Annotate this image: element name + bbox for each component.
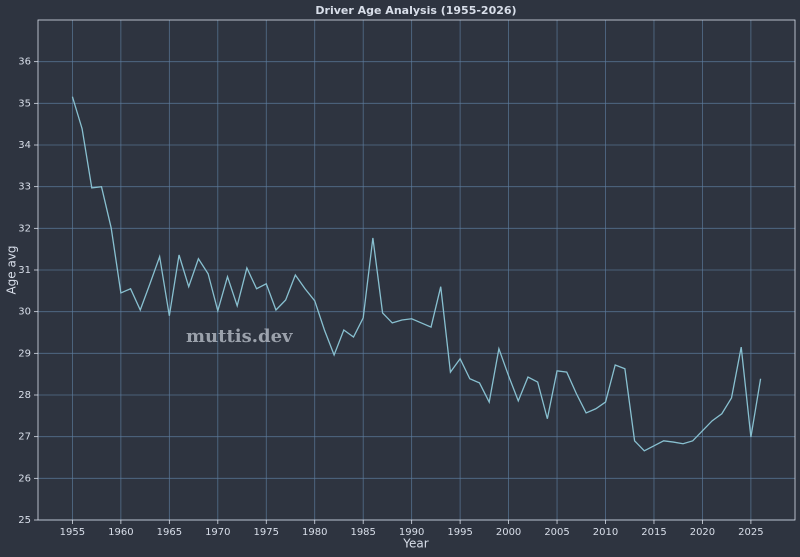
y-tick-label: 35: [18, 98, 31, 109]
y-axis-label: Age avg: [5, 245, 19, 294]
data-line: [71, 96, 762, 452]
y-tick-label: 33: [18, 182, 31, 193]
x-tick-label: 1975: [254, 527, 279, 538]
watermark: muttis.dev: [186, 326, 293, 347]
x-tick-label: 2010: [593, 527, 618, 538]
y-tick-label: 30: [18, 307, 31, 318]
x-tick-label: 1985: [350, 527, 375, 538]
x-tick-label: 1955: [60, 527, 85, 538]
x-tick-label: 2000: [496, 527, 521, 538]
y-tick-label: 36: [18, 57, 31, 68]
y-tick-label: 32: [18, 223, 31, 234]
x-tick-label: 2005: [544, 527, 569, 538]
y-tick-label: 25: [18, 515, 31, 526]
x-axis-label: Year: [402, 537, 428, 551]
x-tick-label: 2015: [641, 527, 666, 538]
y-tick-label: 27: [18, 432, 31, 443]
x-tick-label: 1990: [399, 527, 424, 538]
x-tick-label: 1995: [447, 527, 472, 538]
plot-frame: [37, 19, 796, 521]
x-tick-label: 1960: [108, 527, 133, 538]
y-tick-label: 28: [18, 390, 31, 401]
x-tick-label: 1980: [302, 527, 327, 538]
y-tick-label: 31: [18, 265, 31, 276]
y-tick-label: 26: [18, 473, 31, 484]
x-tick-label: 2020: [690, 527, 715, 538]
x-tick-label: 2025: [738, 527, 763, 538]
chart-title: Driver Age Analysis (1955-2026): [315, 4, 516, 17]
x-tick-label: 1970: [205, 527, 230, 538]
x-tick-label: 1965: [157, 527, 182, 538]
y-tick-label: 34: [18, 140, 31, 151]
y-tick-label: 29: [18, 348, 31, 359]
